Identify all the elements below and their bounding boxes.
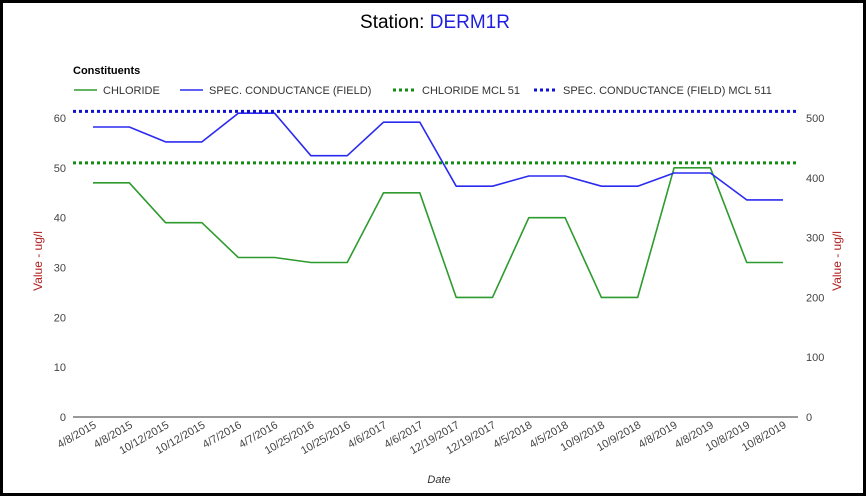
legend-label-chloride-mcl-51: CHLORIDE MCL 51 [422,85,520,97]
line-chart: Station: DERM1R Constituents CHLORIDE SPE… [31,12,844,486]
y-left-tick-label: 50 [54,163,66,175]
y-right-tick-label: 300 [806,233,824,245]
legend-heading: Constituents [73,65,140,77]
series-line-chloride [93,167,783,299]
y-left-tick-label: 20 [54,312,66,324]
y-left-tick-label: 60 [54,113,66,125]
y-right-tick-label: 100 [806,352,824,364]
plot-area: 010203040506001002003004005004/8/20154/8… [54,109,824,457]
y-right-tick-label: 0 [806,412,812,424]
title-station: DERM1R [430,12,510,33]
legend: CHLORIDE SPEC. CONDUCTANCE (FIELD) CHLORID… [74,85,772,97]
legend-label-chloride: CHLORIDE [103,85,160,97]
x-tick-label: 4/5/2018 [491,419,534,451]
x-tick-label: 4/8/2019 [636,419,679,451]
x-axis-title: Date [427,474,450,486]
y-right-tick-label: 500 [806,113,824,125]
y-left-tick-label: 0 [60,412,66,424]
y-right-tick-label: 400 [806,173,824,185]
x-tick-label: 4/6/2017 [346,419,389,451]
y-right-tick-label: 200 [806,292,824,304]
chart-title: Station: DERM1R [360,12,510,33]
y-left-tick-label: 10 [54,362,66,374]
x-tick-label: 4/7/2016 [201,419,244,451]
legend-label-spec-conductance-field: SPEC. CONDUCTANCE (FIELD) [209,85,371,97]
title-prefix: Station: [360,12,430,33]
y-left-tick-label: 30 [54,263,66,275]
y-axis-left-title: Value - ug/l [31,231,45,291]
y-axis-right-title: Value - ug/l [830,231,844,291]
series-line-spec-conductance-field [93,112,783,201]
legend-label-spec-conductance-field-mcl-511: SPEC. CONDUCTANCE (FIELD) MCL 511 [563,85,772,97]
y-left-tick-label: 40 [54,213,66,225]
